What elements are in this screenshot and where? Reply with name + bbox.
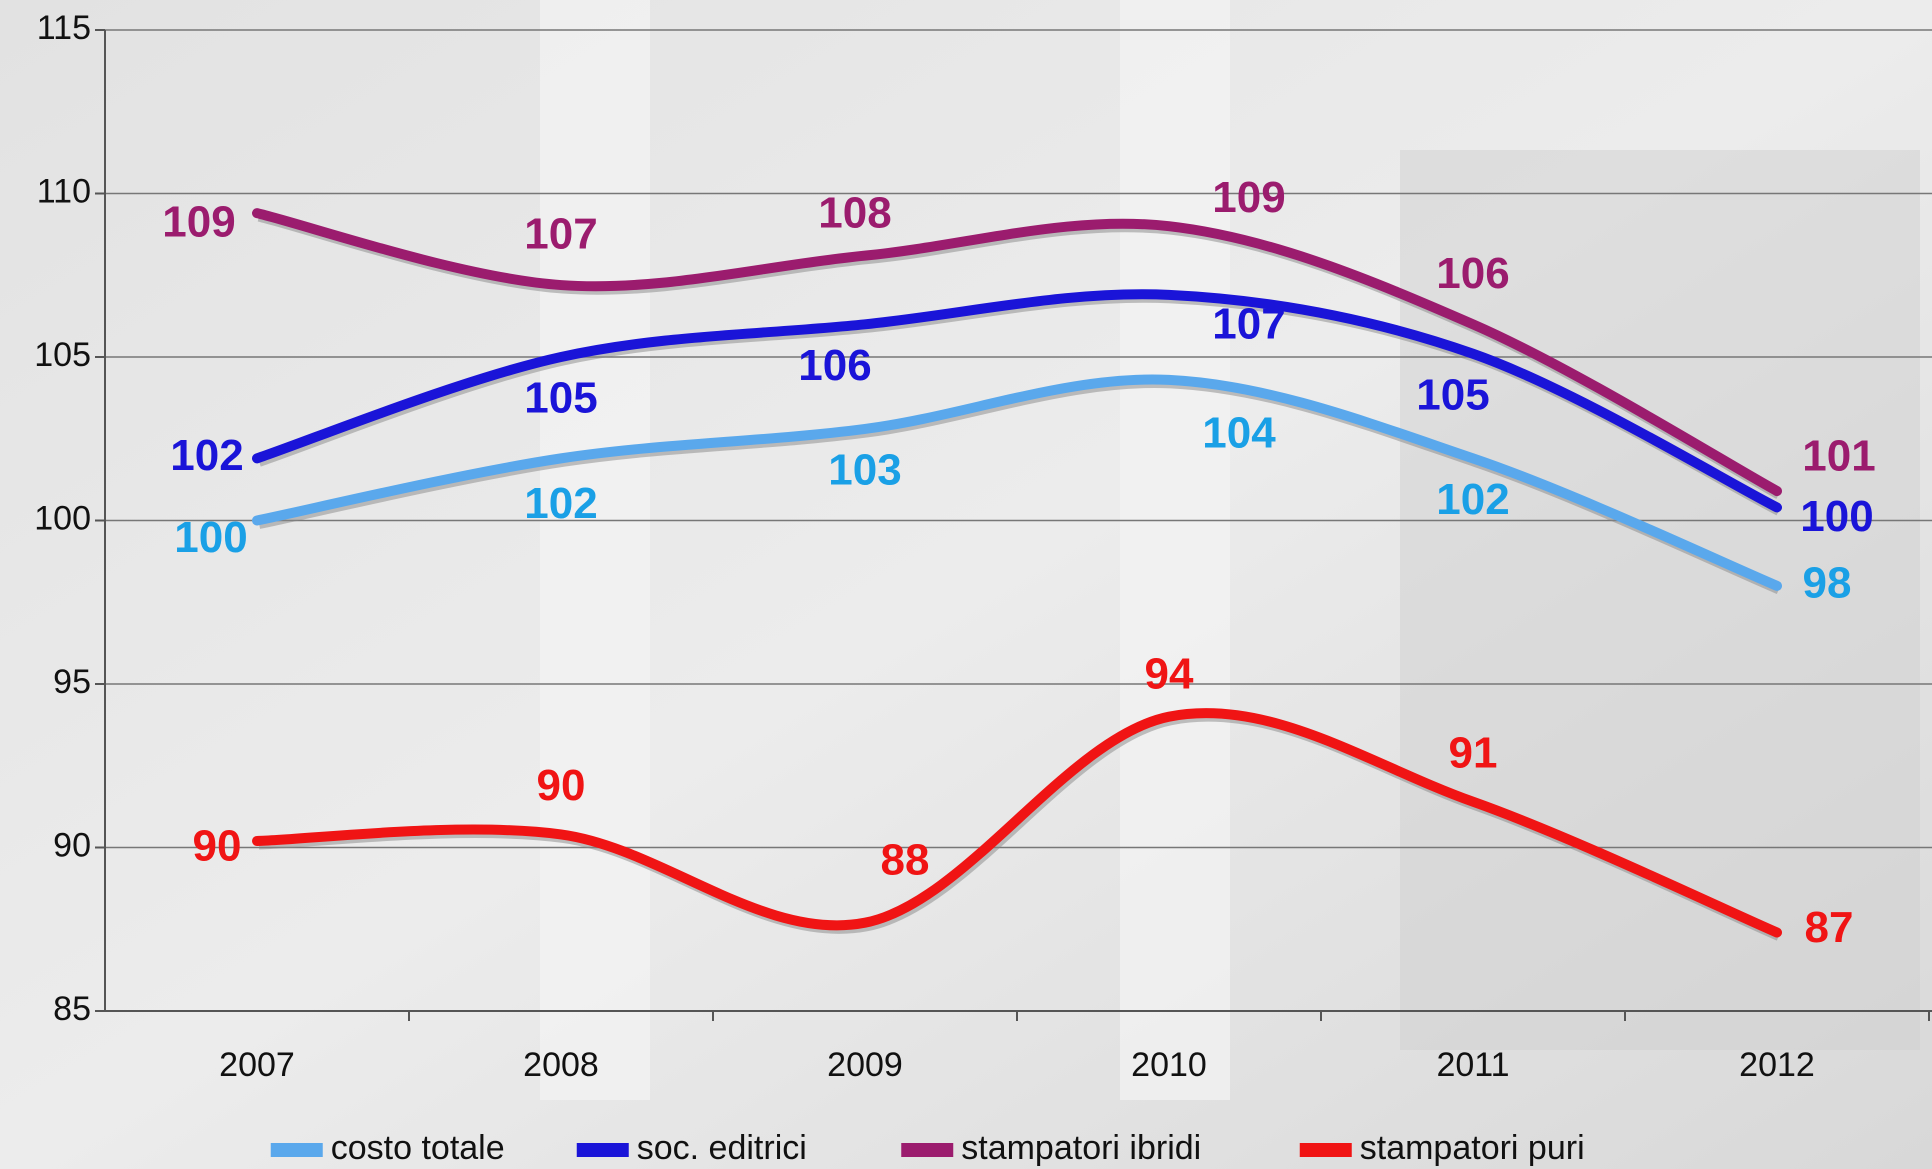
data-label: 90 [193, 822, 242, 871]
legend-swatch [270, 1143, 323, 1157]
data-label: 102 [170, 431, 243, 480]
data-label: 107 [1212, 299, 1285, 348]
data-label: 91 [1449, 728, 1498, 777]
data-label: 87 [1805, 903, 1854, 952]
legend-swatch [901, 1143, 954, 1157]
x-tick-label: 2012 [1739, 1046, 1815, 1084]
data-label: 107 [524, 210, 597, 259]
data-label: 108 [818, 188, 891, 237]
data-label: 98 [1803, 559, 1852, 608]
data-label: 100 [174, 513, 247, 562]
data-label: 106 [798, 341, 871, 390]
data-label: 103 [828, 446, 901, 495]
x-tick-label: 2008 [523, 1046, 599, 1084]
x-tick-label: 2010 [1131, 1046, 1207, 1084]
series-line [252, 708, 1782, 938]
data-label: 94 [1145, 649, 1194, 698]
data-label: 106 [1436, 249, 1509, 298]
data-label: 88 [881, 835, 930, 884]
data-label: 105 [1416, 370, 1489, 419]
legend-label: stampatori ibridi [961, 1129, 1201, 1167]
legend-swatch [1299, 1143, 1352, 1157]
series-line [252, 208, 1782, 497]
x-tick-label: 2007 [219, 1046, 295, 1084]
legend-label: soc. editrici [637, 1129, 807, 1167]
background-shape [540, 0, 650, 1100]
legend-label: stampatori puri [1360, 1129, 1585, 1167]
x-tick-label: 2009 [827, 1046, 903, 1084]
y-tick-label: 105 [34, 336, 91, 374]
legend-label: costo totale [331, 1129, 505, 1167]
y-tick-label: 85 [53, 990, 91, 1028]
background-shape [1120, 0, 1230, 1100]
data-label: 102 [524, 479, 597, 528]
x-tick-label: 2011 [1436, 1046, 1509, 1084]
data-label: 109 [1212, 173, 1285, 222]
y-tick-label: 115 [37, 9, 91, 47]
data-label: 101 [1802, 432, 1875, 481]
series-line [252, 374, 1782, 591]
background-shape [1400, 150, 1920, 1050]
data-label: 109 [162, 198, 235, 247]
data-label: 105 [524, 374, 597, 423]
y-tick-label: 90 [53, 826, 91, 864]
y-tick-label: 100 [34, 499, 91, 537]
data-label: 100 [1800, 492, 1873, 541]
data-label: 102 [1436, 475, 1509, 524]
y-tick-label: 110 [37, 172, 91, 210]
data-label: 90 [537, 761, 586, 810]
legend-swatch [576, 1143, 629, 1157]
y-tick-label: 95 [53, 663, 91, 701]
series-line [252, 289, 1782, 513]
data-label: 104 [1202, 409, 1276, 458]
